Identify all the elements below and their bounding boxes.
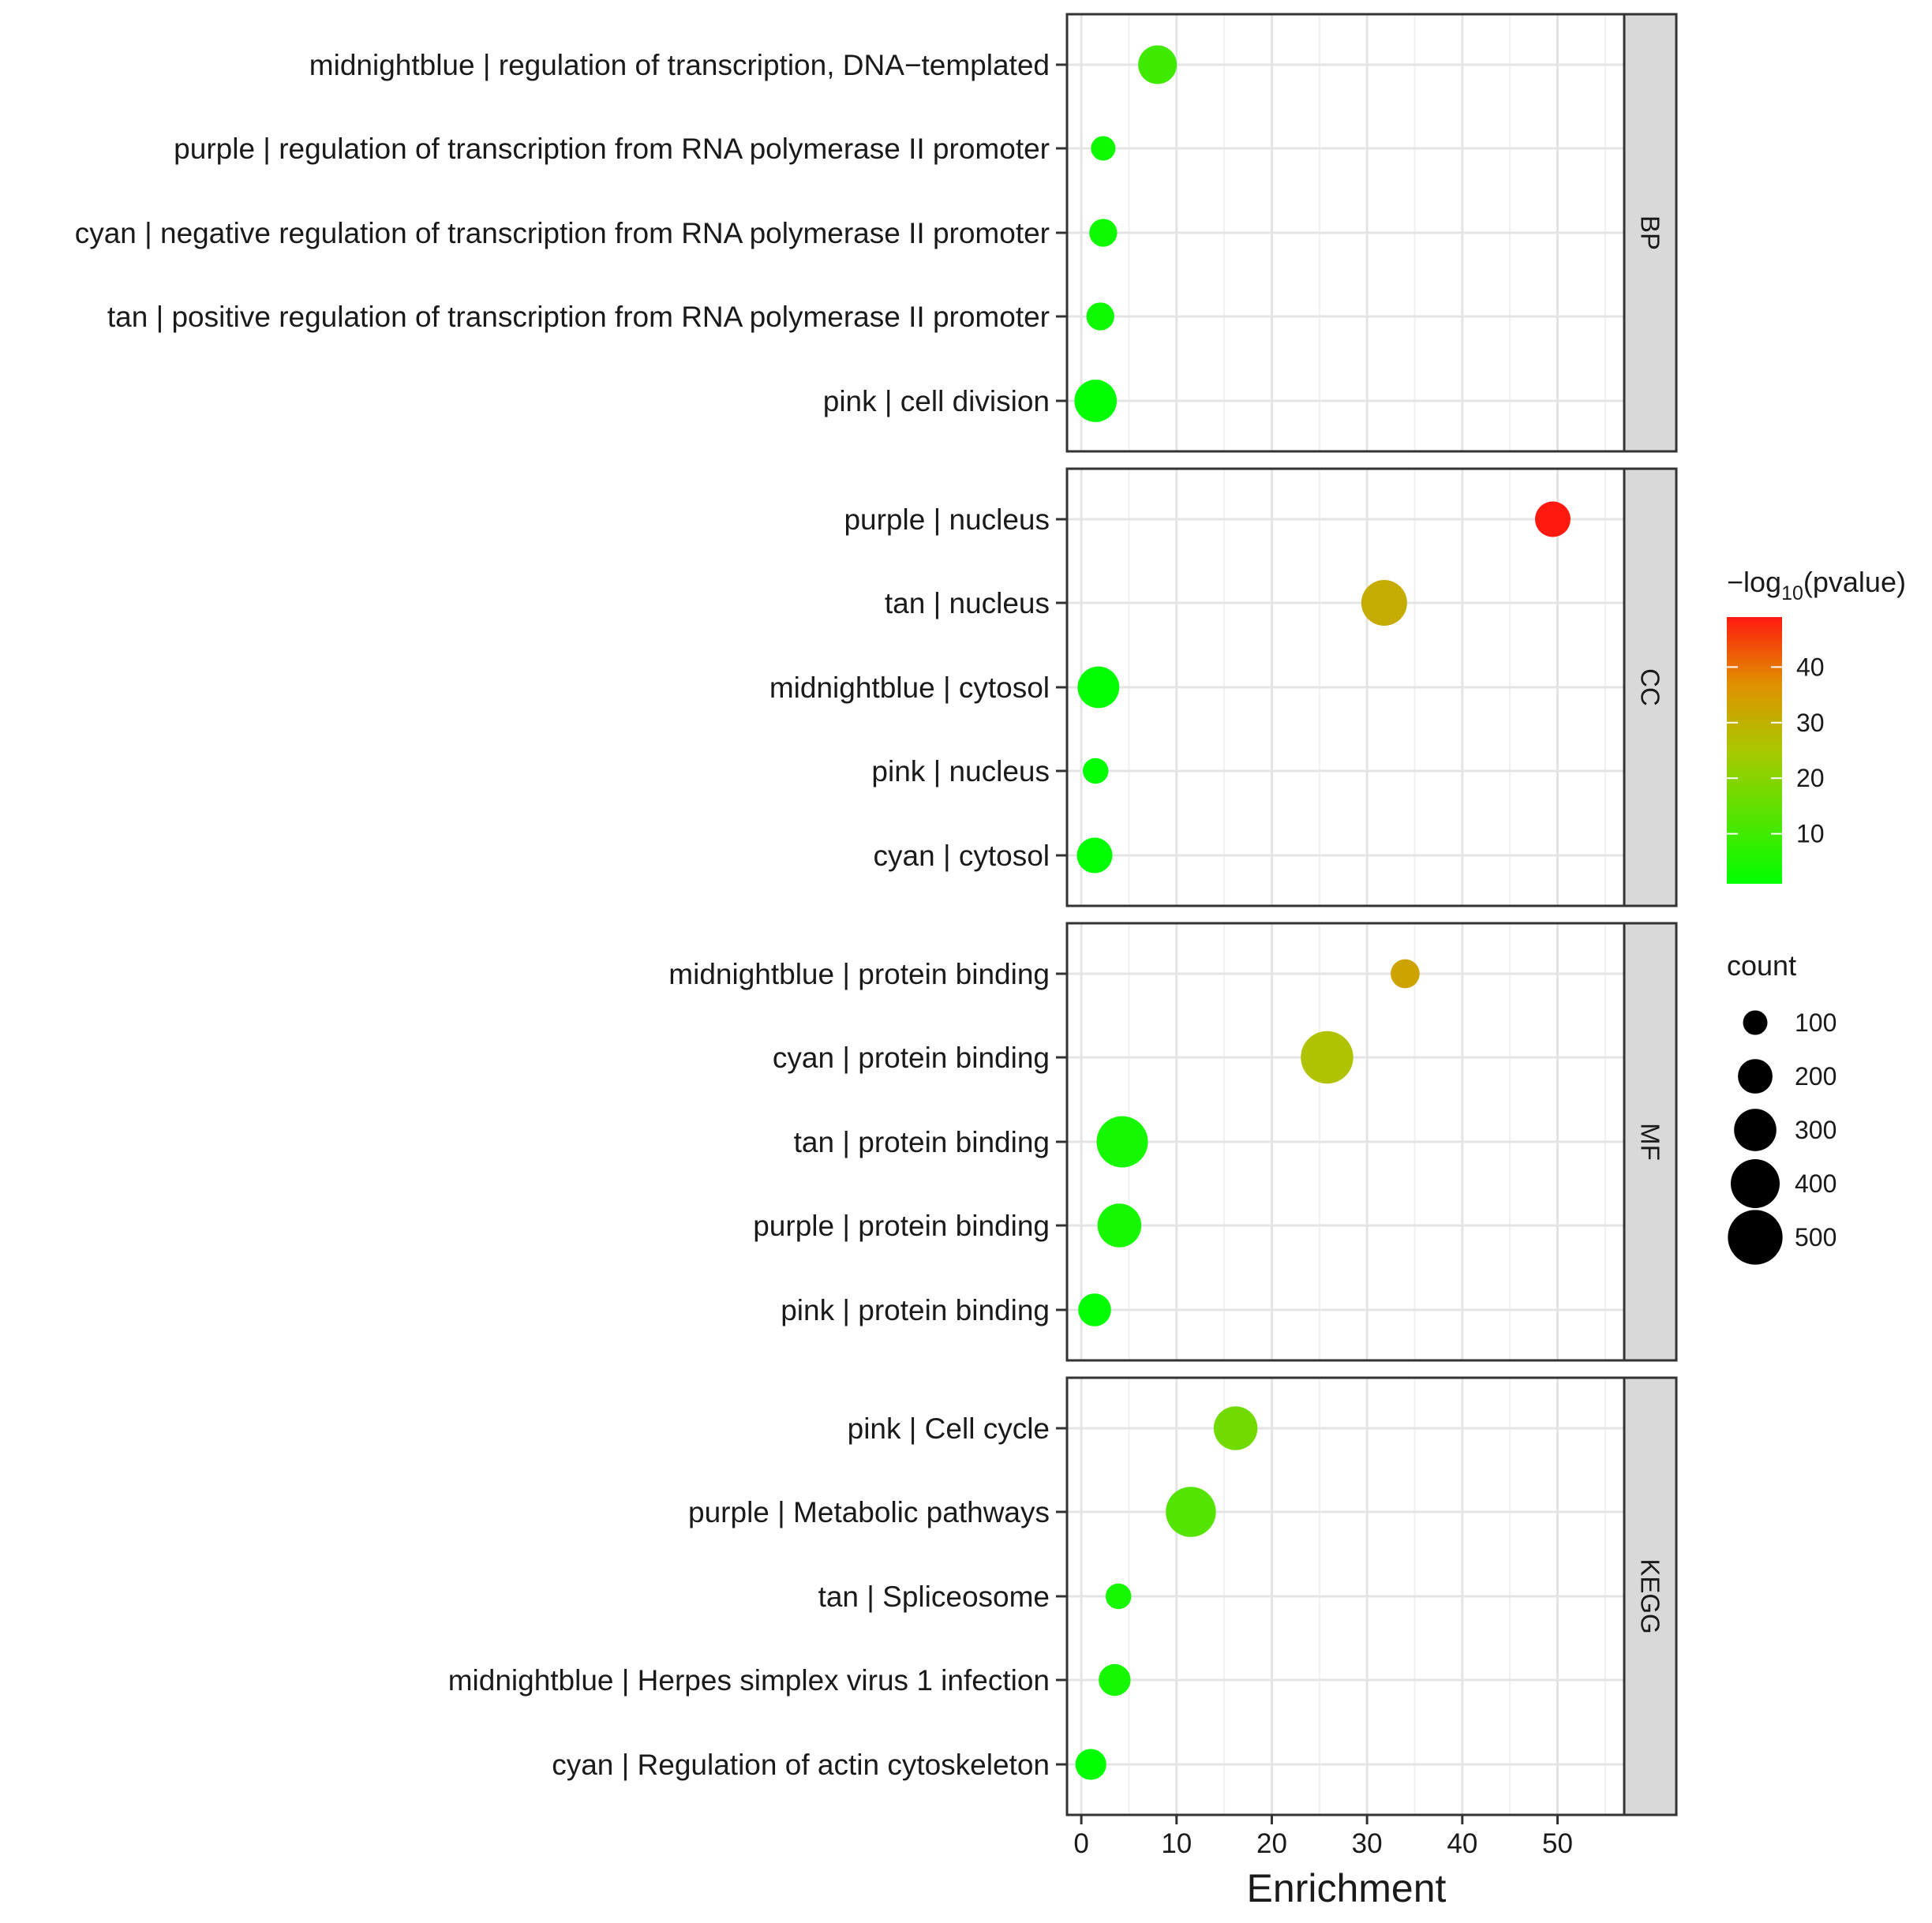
data-point <box>1074 380 1118 422</box>
color-legend-label: 10 <box>1796 820 1825 848</box>
data-point <box>1166 1487 1216 1537</box>
data-point <box>1077 666 1120 709</box>
size-legend-key <box>1734 1109 1777 1151</box>
x-tick-label: 10 <box>1161 1828 1192 1859</box>
size-legend-label: 400 <box>1795 1169 1837 1198</box>
y-tick-label: tan | nucleus <box>885 587 1050 619</box>
y-tick-label: cyan | cytosol <box>874 840 1050 872</box>
x-tick-label: 30 <box>1352 1828 1383 1859</box>
data-point <box>1138 45 1178 84</box>
data-point <box>1535 501 1571 537</box>
y-tick-label: pink | nucleus <box>871 755 1050 788</box>
y-tick-label: purple | nucleus <box>844 503 1050 536</box>
size-legend-label: 200 <box>1795 1062 1837 1091</box>
size-legend-key <box>1731 1159 1780 1208</box>
facet-panel-cc: purple | nucleus tan | nucleus midnightblu… <box>769 467 1678 907</box>
y-tick-label: tan | Spliceosome <box>818 1581 1050 1613</box>
size-legend-key <box>1728 1210 1783 1265</box>
color-legend-title: −log10(pvalue) <box>1727 566 1906 604</box>
data-point <box>1076 837 1113 874</box>
color-legend-label: 20 <box>1796 764 1825 792</box>
data-point <box>1391 959 1420 989</box>
data-point <box>1075 1749 1106 1780</box>
data-point <box>1361 580 1407 626</box>
color-legend-label: 40 <box>1796 653 1825 681</box>
y-tick-label: purple | regulation of transcription fro… <box>174 133 1050 165</box>
facet-strip-label: KEGG <box>1636 1558 1665 1633</box>
y-tick-label: tan | positive regulation of transcripti… <box>107 301 1050 333</box>
facet-strip <box>1623 1376 1678 1816</box>
data-point <box>1082 758 1109 784</box>
size-legend-title: count <box>1727 949 1796 982</box>
size-legend-key <box>1743 1010 1768 1035</box>
size-legend-key <box>1738 1059 1773 1094</box>
facet-strip <box>1623 13 1678 453</box>
y-tick-label: midnightblue | regulation of transcripti… <box>309 49 1050 81</box>
data-point <box>1105 1583 1132 1610</box>
y-tick-label: cyan | protein binding <box>773 1042 1050 1074</box>
color-legend-bar <box>1727 617 1782 884</box>
y-tick-label: midnightblue | cytosol <box>769 672 1050 704</box>
size-legend-label: 300 <box>1795 1116 1837 1144</box>
data-point <box>1091 136 1116 161</box>
y-tick-label: tan | protein binding <box>794 1126 1050 1158</box>
x-tick-label: 40 <box>1447 1828 1477 1859</box>
x-tick-label: 0 <box>1073 1828 1088 1859</box>
x-tick-label: 50 <box>1542 1828 1573 1859</box>
facet-strip-label: BP <box>1636 215 1665 250</box>
facet-strip <box>1623 467 1678 907</box>
data-point <box>1089 219 1118 247</box>
data-point <box>1213 1406 1258 1450</box>
y-tick-label: purple | Metabolic pathways <box>688 1496 1050 1528</box>
y-tick-label: cyan | negative regulation of transcript… <box>75 217 1050 249</box>
facet-panel-kegg: pink | Cell cycle purple | Metabolic path… <box>448 1376 1678 1816</box>
y-tick-label: purple | protein binding <box>753 1210 1050 1242</box>
facet-strip-label: MF <box>1636 1123 1665 1161</box>
size-legend-label: 100 <box>1795 1008 1837 1037</box>
facet-panel-mf: midnightblue | protein binding cyan | pro… <box>668 922 1678 1362</box>
data-point <box>1097 1203 1142 1248</box>
x-axis-title: Enrichment <box>1247 1866 1447 1910</box>
data-point <box>1096 1116 1148 1168</box>
data-point <box>1086 302 1114 331</box>
y-tick-label: pink | cell division <box>823 385 1050 417</box>
y-tick-label: pink | protein binding <box>781 1294 1050 1326</box>
y-tick-label: midnightblue | Herpes simplex virus 1 in… <box>448 1664 1050 1697</box>
data-point <box>1078 1293 1111 1326</box>
facet-panel-bp: midnightblue | regulation of transcripti… <box>75 13 1678 453</box>
x-tick-label: 20 <box>1256 1828 1287 1859</box>
y-tick-label: pink | Cell cycle <box>848 1412 1050 1445</box>
facet-strip-label: CC <box>1636 668 1665 706</box>
data-point <box>1301 1031 1354 1084</box>
size-legend-label: 500 <box>1795 1223 1837 1251</box>
y-tick-label: cyan | Regulation of actin cytoskeleton <box>552 1749 1050 1781</box>
y-tick-label: midnightblue | protein binding <box>668 958 1050 990</box>
facet-strip <box>1623 922 1678 1362</box>
color-legend-label: 30 <box>1796 709 1825 737</box>
data-point <box>1099 1663 1131 1697</box>
